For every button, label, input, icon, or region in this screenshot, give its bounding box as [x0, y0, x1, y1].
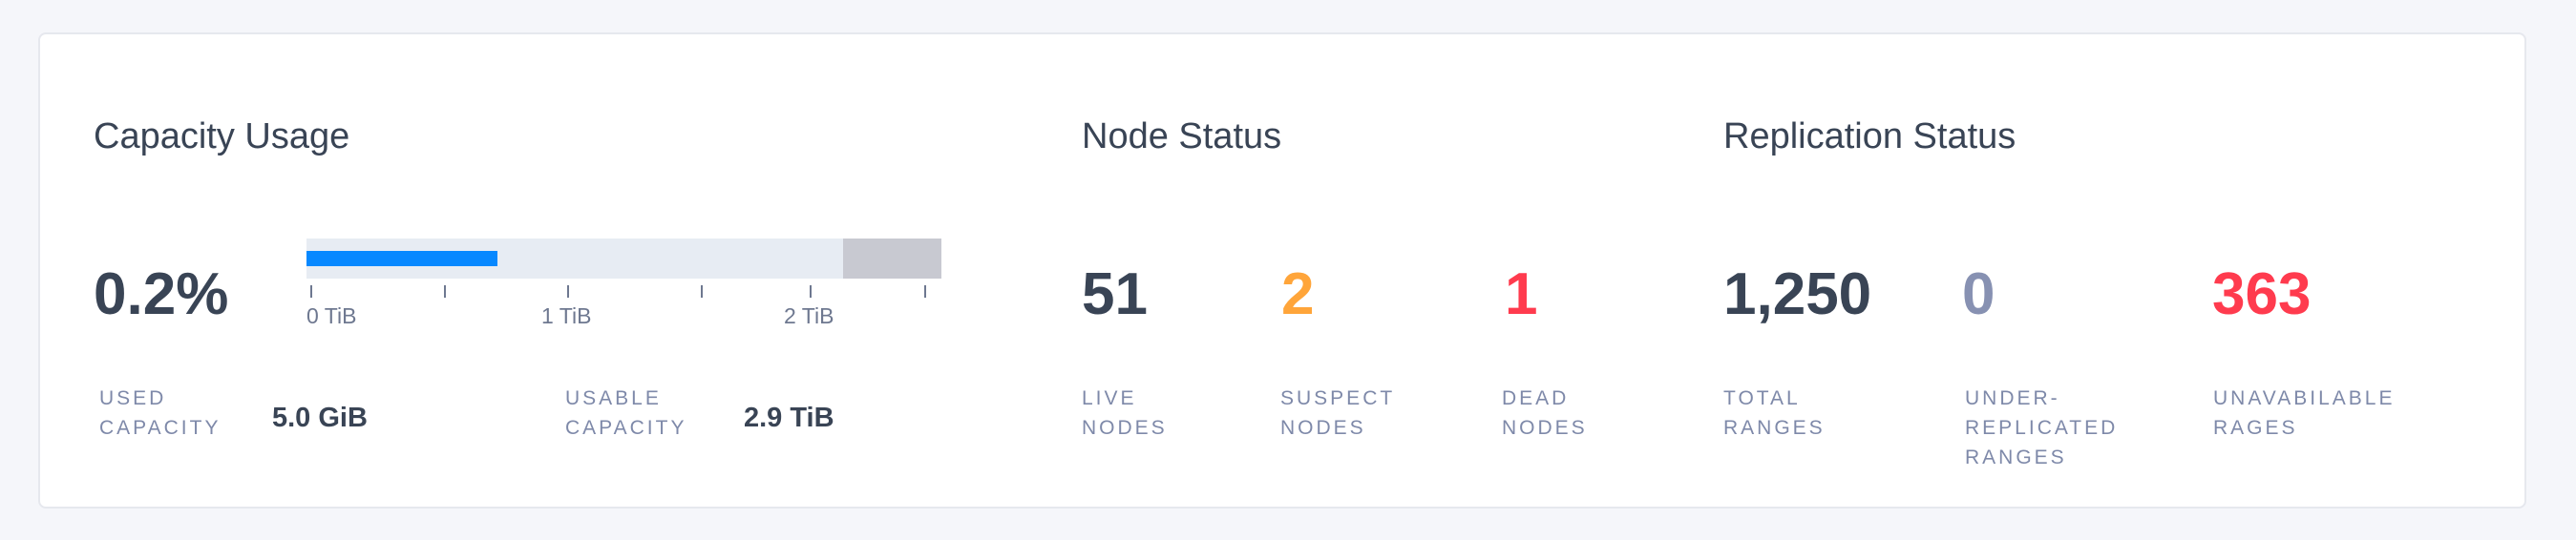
axis-tick-label: 1 TiB [541, 303, 592, 328]
suspect-nodes-label: SUSPECT NODES [1280, 387, 1395, 439]
axis-tick [310, 285, 312, 298]
under-replicated-ranges-count: 0 [1962, 261, 1995, 327]
axis-tick [701, 285, 703, 298]
usable-capacity-value: 2.9 TiB [744, 403, 834, 433]
capacity-bar-used [306, 251, 497, 266]
capacity-usage-title: Capacity Usage [94, 116, 350, 156]
node-status-title: Node Status [1082, 116, 1282, 156]
cluster-summary-card: Capacity Usage 0.2% 0 TiB 1 TiB 2 TiB US… [38, 32, 2526, 509]
used-capacity-label: USED CAPACITY [99, 387, 222, 439]
under-replicated-ranges-label: UNDER-REPLICATED RANGES [1965, 387, 2119, 468]
axis-tick [810, 285, 812, 298]
axis-tick [567, 285, 569, 298]
live-nodes-label: LIVE NODES [1082, 387, 1168, 439]
unavailable-ranges-count: 363 [2212, 261, 2312, 327]
axis-tick [444, 285, 446, 298]
usable-capacity-label: USABLE CAPACITY [565, 387, 687, 439]
dead-nodes-count: 1 [1505, 261, 1538, 327]
capacity-bar-reserved [842, 239, 941, 279]
replication-status-title: Replication Status [1723, 116, 2016, 156]
used-capacity-value: 5.0 GiB [272, 403, 368, 433]
axis-tick-label: 2 TiB [784, 303, 834, 328]
axis-tick [924, 285, 926, 298]
capacity-percent: 0.2% [94, 261, 229, 327]
live-nodes-count: 51 [1082, 261, 1148, 327]
axis-tick-label: 0 TiB [306, 303, 357, 328]
unavailable-ranges-label: UNAVABILABLE RAGES [2213, 387, 2396, 439]
capacity-bar [306, 239, 941, 279]
suspect-nodes-count: 2 [1281, 261, 1315, 327]
total-ranges-count: 1,250 [1723, 261, 1872, 327]
dead-nodes-label: DEAD NODES [1502, 387, 1588, 439]
total-ranges-label: TOTAL RANGES [1723, 387, 1826, 439]
